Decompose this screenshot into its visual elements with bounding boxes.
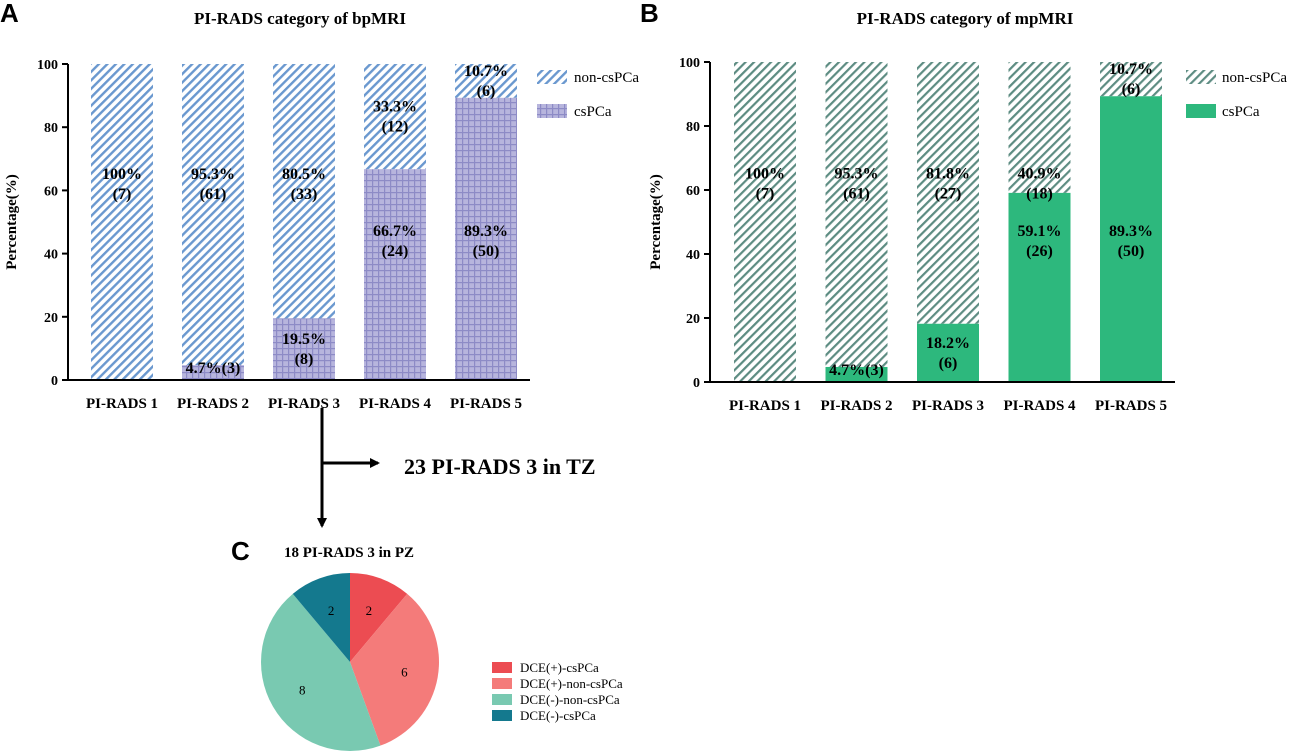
pie-value-dce-cspca: 2 [328,603,335,618]
chart-a-label-noncspca-pi-rads-4: 33.3% (12) [373,99,417,136]
chart-a-xtick-pi-rads-3: PI-RADS 3 [268,396,340,412]
chart-a-bar-noncspca-pi-rads-5 [455,64,517,98]
pie-value-dce-cspca: 2 [366,603,373,618]
chart-a-ytick-40: 40 [44,248,58,263]
chart-a-ytick-20: 20 [44,311,58,326]
chart-a-title: PI-RADS category of bpMRI [194,9,406,28]
chart-a-bar-cspca-pi-rads-2 [182,365,244,380]
chart-a-label-noncspca-pi-rads-1: 100% (7) [102,166,142,203]
chart-b-ytick-80: 80 [686,120,700,135]
chart-b-label-cspca-pi-rads-3: 18.2% (6) [926,335,970,372]
chart-b-ytick-100: 100 [679,56,700,71]
chart-a-label-cspca-pi-rads-2: 4.7%(3) [186,360,241,377]
chart-b-legend-noncspca: non-csPCa [1222,70,1287,86]
pie-legend-dce-cspca: DCE(-)-csPCa [520,708,596,723]
chart-b-ytick-20: 20 [686,312,700,327]
tz-label: 23 PI-RADS 3 in TZ [404,454,596,479]
chart-a-bar-cspca-pi-rads-4 [364,169,426,380]
chart-a-bar-cspca-pi-rads-3 [273,318,335,380]
chart-a-xtick-pi-rads-1: PI-RADS 1 [86,396,158,412]
pie-slice-dce-cspca [292,573,350,662]
chart-a-legend-swatch-noncspca [537,70,567,84]
pie-legend-dce-non-cspca: DCE(-)-non-csPCa [520,692,620,707]
chart-a-bar-noncspca-pi-rads-2 [182,64,244,366]
chart-b-bar-noncspca-pi-rads-1 [734,62,796,382]
chart-a-label-cspca-pi-rads-3: 19.5% (8) [282,331,326,368]
chart-b-legend-swatch-noncspca [1186,70,1216,84]
chart-c-title: 18 PI-RADS 3 in PZ [284,545,414,561]
chart-b-ylabel: Percentage(%) [648,174,664,270]
chart-a-ylabel: Percentage(%) [4,174,20,270]
pie-slice-dce-cspca [350,573,408,662]
panel-letter-c: C [231,536,250,566]
pie-value-dce-non-cspca: 6 [401,665,408,680]
chart-a-label-cspca-pi-rads-4: 66.7% (24) [373,223,417,260]
chart-b-legend-cspca: csPCa [1222,104,1260,120]
chart-b-xtick-pi-rads-4: PI-RADS 4 [1003,398,1076,414]
chart-a-label-cspca-pi-rads-5: 89.3% (50) [464,223,508,260]
chart-b-label-noncspca-pi-rads-3: 81.8% (27) [926,166,970,203]
chart-b-bar-cspca-pi-rads-3 [917,323,979,382]
chart-b-ytick-60: 60 [686,184,700,199]
chart-b-bar-cspca-pi-rads-2 [825,366,888,382]
chart-a-label-noncspca-pi-rads-5: 10.7% (6) [464,63,508,100]
chart-a-label-noncspca-pi-rads-3: 80.5% (33) [282,166,326,203]
chart-b-ytick-0: 0 [693,376,700,391]
chart-a-legend-cspca: csPCa [574,104,612,120]
chart-b-label-cspca-pi-rads-4: 59.1% (26) [1018,223,1062,260]
pie-slice-dce-non-cspca [350,593,439,746]
chart-b-legend-swatch-cspca [1186,104,1216,118]
chart-b-ytick-40: 40 [686,248,700,263]
chart-b-mpmri: PI-RADS category of mpMRI Percentage(%) … [648,9,1287,414]
chart-b-xtick-pi-rads-5: PI-RADS 5 [1095,398,1167,414]
chart-b-bar-noncspca-pi-rads-5 [1100,62,1162,97]
pie-legend-dce-cspca: DCE(+)-csPCa [520,660,599,675]
chart-a-bar-noncspca-pi-rads-3 [273,64,335,319]
chart-b-label-noncspca-pi-rads-5: 10.7% (6) [1109,61,1153,98]
chart-b-label-cspca-pi-rads-2: 4.7%(3) [829,362,884,379]
chart-b-bar-noncspca-pi-rads-2 [825,62,888,367]
chart-a-label-noncspca-pi-rads-2: 95.3% (61) [191,166,235,203]
pie-legend-swatch-dce-cspca [492,662,512,673]
pie-legend-swatch-dce-non-cspca [492,694,512,705]
flow-arrows: 23 PI-RADS 3 in TZ [317,408,596,528]
pie-legend-dce-non-cspca: DCE(+)-non-csPCa [520,676,623,691]
chart-b-xtick-pi-rads-2: PI-RADS 2 [820,398,892,414]
panel-letter-b: B [640,0,659,28]
chart-b-bar-cspca-pi-rads-5 [1100,96,1162,383]
chart-a-xtick-pi-rads-4: PI-RADS 4 [359,396,432,412]
chart-b-label-cspca-pi-rads-5: 89.3% (50) [1109,223,1153,260]
pie-slice-dce-non-cspca [261,593,381,751]
chart-b-bar-noncspca-pi-rads-3 [917,62,979,324]
chart-a-bar-noncspca-pi-rads-4 [364,64,426,170]
chart-a-xtick-pi-rads-2: PI-RADS 2 [177,396,249,412]
chart-a-ytick-100: 100 [37,58,58,73]
chart-a-ytick-80: 80 [44,121,58,136]
pie-value-dce-non-cspca: 8 [299,683,306,698]
chart-b-label-noncspca-pi-rads-1: 100% (7) [745,166,785,203]
chart-b-xtick-pi-rads-3: PI-RADS 3 [912,398,984,414]
chart-b-title: PI-RADS category of mpMRI [857,9,1074,28]
pie-legend-swatch-dce-cspca [492,710,512,721]
chart-a-bar-cspca-pi-rads-5 [455,97,517,380]
chart-b-label-noncspca-pi-rads-4: 40.9% (18) [1018,166,1062,203]
chart-a-legend-swatch-cspca [537,104,567,118]
chart-a-ytick-60: 60 [44,184,58,199]
chart-a-legend-noncspca: non-csPCa [574,70,639,86]
chart-b-label-noncspca-pi-rads-2: 95.3% (61) [835,166,879,203]
chart-a-xtick-pi-rads-5: PI-RADS 5 [450,396,522,412]
chart-a-ytick-0: 0 [51,374,58,389]
chart-b-xtick-pi-rads-1: PI-RADS 1 [729,398,801,414]
chart-a-bar-noncspca-pi-rads-1 [91,64,153,380]
panel-letter-a: A [0,0,19,28]
pie-legend-swatch-dce-non-cspca [492,678,512,689]
chart-a-bpmri: PI-RADS category of bpMRI Percentage(%) … [4,9,639,412]
chart-b-bar-noncspca-pi-rads-4 [1008,62,1071,193]
chart-b-bar-cspca-pi-rads-4 [1008,192,1071,382]
